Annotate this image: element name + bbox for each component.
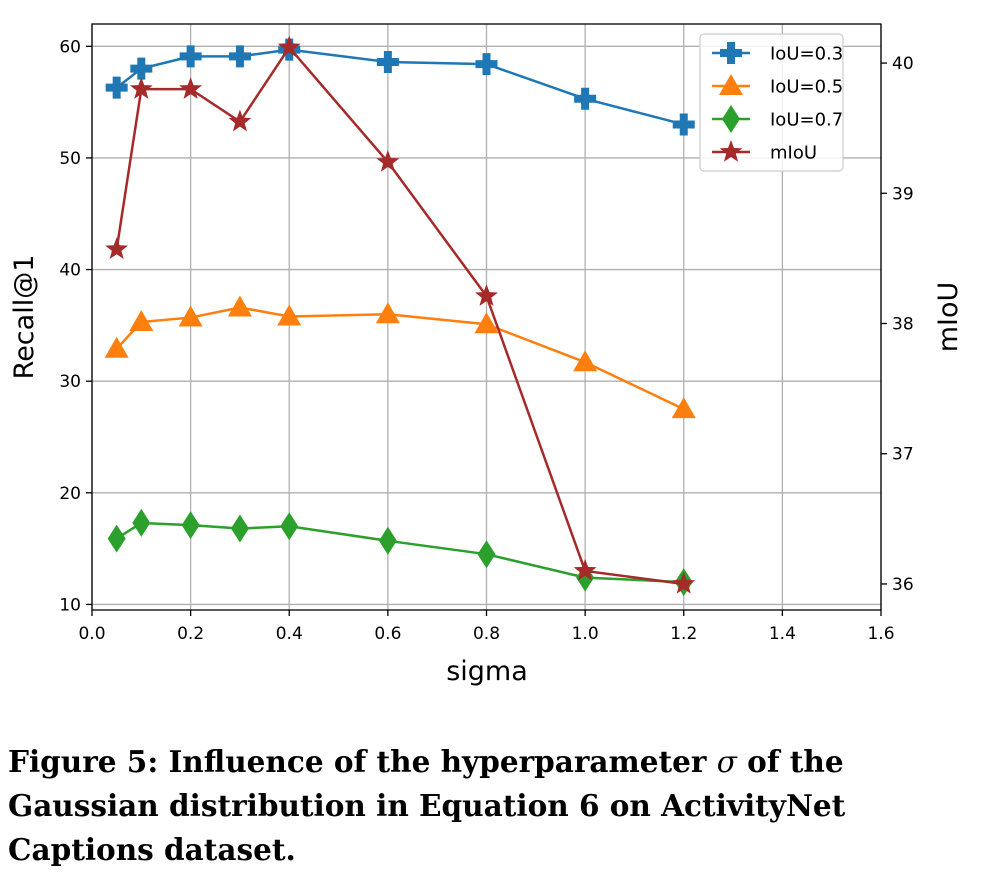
x-tick-label: 0.6 — [374, 624, 401, 644]
series-mIoU — [105, 35, 696, 594]
data-point — [378, 526, 397, 555]
y-axis-left-title: Recall@1 — [9, 255, 40, 380]
legend-item: IoU=0.3 — [712, 42, 843, 65]
legend-marker — [720, 42, 742, 64]
data-point — [376, 150, 400, 172]
data-point — [375, 302, 400, 324]
data-point — [227, 295, 252, 317]
data-point — [129, 310, 154, 332]
data-point — [277, 304, 302, 326]
x-tick-label: 0.0 — [78, 624, 105, 644]
data-point — [230, 514, 249, 543]
data-point — [672, 113, 695, 136]
series-line — [115, 48, 685, 126]
x-tick-label: 1.2 — [670, 624, 697, 644]
x-tick-label: 1.0 — [572, 624, 599, 644]
data-point — [228, 109, 252, 132]
y-right-tick-label: 36 — [892, 575, 914, 595]
legend: IoU=0.3 IoU=0.5 IoU=0.7 mIoU — [699, 33, 844, 172]
x-tick-label: 0.8 — [473, 624, 500, 644]
series-IoU=0.7 — [107, 508, 693, 597]
x-tick-label: 0.2 — [177, 624, 204, 644]
y-left-tick-label: 10 — [59, 595, 81, 615]
data-point — [105, 76, 128, 99]
y-right-tick-label: 40 — [892, 54, 914, 74]
y-axis-right-title: mIoU — [933, 282, 964, 353]
data-point — [280, 512, 299, 541]
data-point — [105, 237, 129, 259]
caption-symbol: σ — [716, 745, 737, 779]
data-point — [671, 397, 696, 419]
data-point — [574, 87, 597, 110]
y-right-tick-label: 38 — [892, 315, 914, 335]
y-left-tick-label: 50 — [59, 149, 81, 169]
legend-label: IoU=0.7 — [770, 110, 843, 131]
x-axis-title: sigma — [446, 656, 528, 687]
ticks: 0.0 0.2 0.4 0.6 0.8 1.0 1.2 1.4 1.6 10 20 30 40 50 60 3… — [59, 37, 913, 644]
legend-label: IoU=0.5 — [770, 77, 843, 98]
y-left-tick-label: 20 — [59, 484, 81, 504]
legend-label: IoU=0.3 — [770, 44, 843, 65]
legend-marker — [722, 105, 740, 133]
x-tick-label: 0.4 — [276, 624, 303, 644]
data-point — [132, 508, 151, 537]
series-IoU=0.5 — [104, 295, 696, 419]
legend-marker — [719, 74, 743, 95]
data-point — [376, 50, 399, 73]
legend-box — [699, 33, 844, 172]
x-tick-label: 1.6 — [867, 624, 894, 644]
data-point — [573, 558, 597, 581]
y-left-tick-label: 60 — [59, 37, 81, 57]
data-point — [475, 284, 498, 306]
data-point — [672, 571, 696, 594]
legend-item: IoU=0.7 — [712, 105, 843, 133]
data-point — [130, 57, 153, 80]
chart: 0.0 0.2 0.4 0.6 0.8 1.0 1.2 1.4 1.6 10 20 30 40 50 60 3… — [9, 23, 964, 687]
data-point — [179, 77, 203, 99]
caption-prefix: Figure 5: Influence of the hyperparamete… — [8, 744, 717, 779]
series-layer — [104, 35, 696, 597]
data-point — [104, 336, 129, 358]
y-right-tick-label: 39 — [892, 184, 914, 204]
data-point — [179, 45, 202, 68]
x-tick-label: 1.4 — [769, 624, 796, 644]
data-point — [181, 511, 200, 540]
data-point — [475, 53, 498, 76]
y-right-tick-label: 37 — [892, 445, 914, 465]
data-point — [474, 312, 499, 334]
legend-marker — [719, 140, 743, 162]
legend-item: IoU=0.5 — [712, 74, 843, 98]
data-point — [129, 77, 153, 99]
data-point — [277, 35, 301, 58]
series-line — [115, 306, 685, 411]
data-point — [477, 540, 496, 569]
legend-label: mIoU — [770, 143, 817, 164]
data-point — [107, 524, 126, 553]
y-left-tick-label: 40 — [59, 261, 81, 281]
y-left-tick-label: 30 — [59, 372, 81, 392]
figure-caption: Figure 5: Influence of the hyperparamete… — [8, 740, 978, 872]
data-point — [178, 305, 203, 327]
legend-item: mIoU — [712, 140, 817, 164]
data-point — [573, 350, 598, 372]
data-point — [228, 45, 251, 68]
